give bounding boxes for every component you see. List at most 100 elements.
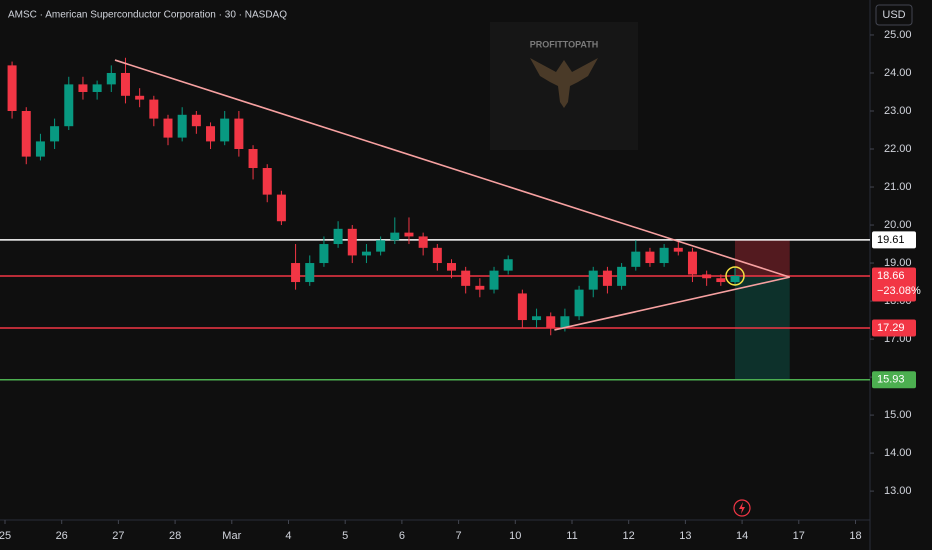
price-label: 17.29 [877, 322, 905, 334]
x-tick-label: 17 [793, 530, 805, 542]
x-tick-label: 6 [399, 530, 405, 542]
candle-body [574, 289, 584, 317]
candle-body [333, 228, 343, 245]
candle-body [730, 275, 740, 283]
candle-body [489, 270, 499, 290]
x-tick-label: 11 [566, 530, 577, 542]
y-tick-label: 15.00 [884, 409, 912, 421]
candle-body [631, 251, 641, 267]
candle-body [50, 126, 60, 142]
candle-body [135, 95, 145, 100]
candle-body [517, 293, 527, 321]
candle-body [106, 72, 116, 85]
currency[interactable]: USD [882, 9, 905, 21]
candle-body [7, 65, 17, 111]
candle-body [177, 114, 187, 138]
candle-body [546, 316, 556, 328]
y-tick-label: 25.00 [884, 29, 912, 41]
price-label-box [872, 319, 916, 337]
candle-body [220, 118, 230, 142]
candle-body [234, 118, 244, 150]
x-tick-label: 7 [456, 530, 462, 542]
candle-body [461, 270, 471, 286]
price-label-box [872, 371, 916, 389]
y-tick-label: 19.00 [884, 257, 912, 269]
price-label: 19.61 [877, 234, 905, 246]
candle-body [659, 247, 669, 264]
candle-body [191, 114, 201, 127]
y-tick-label: 14.00 [884, 447, 912, 459]
x-tick-label: 12 [623, 530, 635, 542]
price-label-box [872, 267, 916, 302]
candle-body [702, 274, 712, 279]
candle-body [376, 240, 386, 252]
price-label: 18.66 [877, 270, 905, 282]
currency-button[interactable] [875, 4, 913, 26]
candle-body [78, 84, 88, 92]
risk-zone [734, 239, 790, 276]
x-tick-label: 18 [849, 530, 861, 542]
price-label: 15.93 [877, 374, 905, 386]
candle-body [64, 84, 74, 127]
candle-body [687, 251, 697, 275]
x-tick-label: 25 [0, 530, 11, 542]
candle-body [560, 316, 570, 328]
candle-body [418, 236, 428, 248]
highlight-circle [725, 266, 745, 286]
y-tick-label: 23.00 [884, 105, 912, 117]
candle-body [35, 141, 45, 157]
candle-body [617, 266, 627, 286]
candle-body [291, 263, 301, 283]
candle-body [390, 232, 400, 241]
chart-title: AMSC · American Superconductor Corporati… [8, 10, 287, 21]
candle-body [645, 251, 655, 264]
x-tick-label: 28 [169, 530, 181, 542]
x-tick-label: 4 [285, 530, 291, 542]
y-tick-label: 21.00 [884, 181, 912, 193]
candle-body [276, 194, 286, 222]
watermark: PROFITTOPATH [530, 39, 599, 49]
candle-body [404, 232, 414, 237]
candle-body [361, 251, 371, 256]
candle-body [716, 278, 726, 283]
x-tick-label: Mar [222, 530, 241, 542]
price-label-box [872, 231, 916, 249]
candle-body [319, 244, 329, 264]
candle-body [673, 247, 683, 252]
x-tick-label: 5 [342, 530, 348, 542]
x-tick-label: 14 [736, 530, 748, 542]
candle-body [163, 118, 173, 138]
candle-body [305, 263, 315, 283]
change-label: −23.08% [877, 285, 921, 297]
y-tick-label: 24.00 [884, 67, 912, 79]
y-tick-label: 13.00 [884, 485, 912, 497]
trendline [114, 59, 790, 278]
y-tick-label: 22.00 [884, 143, 912, 155]
candle-body [206, 126, 216, 142]
event-bolt [739, 502, 745, 514]
candle-body [92, 84, 102, 92]
candle-body [588, 270, 598, 290]
event-icon[interactable] [733, 499, 751, 517]
candle-body [21, 110, 31, 157]
y-tick-label: 20.00 [884, 219, 912, 231]
candle-body [532, 316, 542, 321]
x-tick-label: 26 [56, 530, 68, 542]
x-tick-label: 27 [112, 530, 124, 542]
candle-body [120, 72, 130, 96]
candle-body [248, 149, 258, 169]
watermark-eagle [530, 58, 598, 108]
candle-body [347, 228, 357, 256]
plot [0, 57, 870, 381]
candle-body [475, 285, 485, 290]
candle-body [446, 263, 456, 271]
x-tick-label: 13 [679, 530, 691, 542]
candle-body [432, 247, 442, 264]
candle-body [149, 99, 159, 119]
candle-body [262, 168, 272, 195]
candle-body [602, 270, 612, 286]
trendline [554, 276, 790, 331]
candle-body [503, 259, 513, 271]
